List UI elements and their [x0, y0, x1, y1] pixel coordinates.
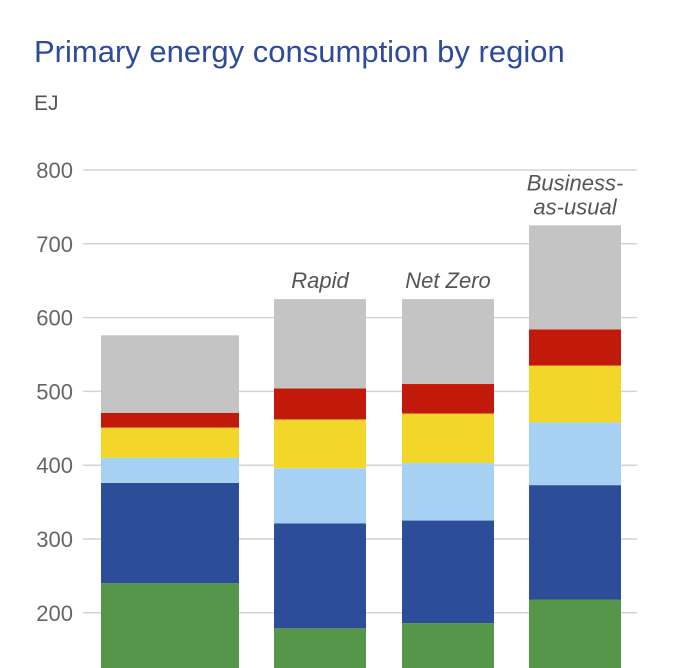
chart-title: Primary energy consumption by region: [34, 34, 565, 69]
bar-2-segment-5: [402, 299, 494, 385]
bar-1-segment-2: [274, 468, 366, 524]
bar-3-segment-0: [529, 599, 621, 668]
bar-label-1-line-0: Rapid: [291, 268, 349, 293]
bar-labels: Rapid Net Zero Business-as-usual: [291, 170, 623, 293]
bar-0-segment-2: [101, 457, 239, 483]
bar-3-segment-2: [529, 422, 621, 486]
bar-label-2-line-0: Net Zero: [405, 268, 491, 293]
bar-2-segment-1: [402, 520, 494, 624]
bar-0-segment-1: [101, 482, 239, 584]
bar-1-segment-3: [274, 419, 366, 469]
bar-2-segment-4: [402, 384, 494, 414]
bar-3-segment-3: [529, 365, 621, 423]
y-tick-labels: 200 300 400 500 600 700 800: [36, 158, 73, 626]
y-axis-unit: EJ: [34, 92, 59, 115]
bar-segments: [101, 225, 621, 668]
y-tick-600: 600: [36, 306, 73, 331]
bar-1-segment-5: [274, 299, 366, 389]
bar-0-segment-0: [101, 583, 239, 668]
y-tick-300: 300: [36, 527, 73, 552]
bar-label-3-line-1: as-usual: [533, 194, 617, 219]
bar-label-3-line-0: Business-: [527, 170, 624, 195]
bar-2-segment-3: [402, 413, 494, 463]
y-tick-800: 800: [36, 158, 73, 183]
bar-3-segment-4: [529, 329, 621, 366]
y-tick-500: 500: [36, 379, 73, 404]
bar-2-segment-0: [402, 623, 494, 668]
bar-0-segment-5: [101, 335, 239, 413]
bar-0-segment-3: [101, 427, 239, 458]
bar-3-segment-1: [529, 485, 621, 600]
y-tick-200: 200: [36, 601, 73, 626]
y-tick-400: 400: [36, 453, 73, 478]
bar-1-segment-0: [274, 628, 366, 668]
bar-0-segment-4: [101, 412, 239, 428]
bar-1-segment-4: [274, 388, 366, 420]
bar-3-segment-5: [529, 225, 621, 330]
bar-2-segment-2: [402, 462, 494, 521]
bar-1-segment-1: [274, 523, 366, 629]
y-tick-700: 700: [36, 232, 73, 257]
